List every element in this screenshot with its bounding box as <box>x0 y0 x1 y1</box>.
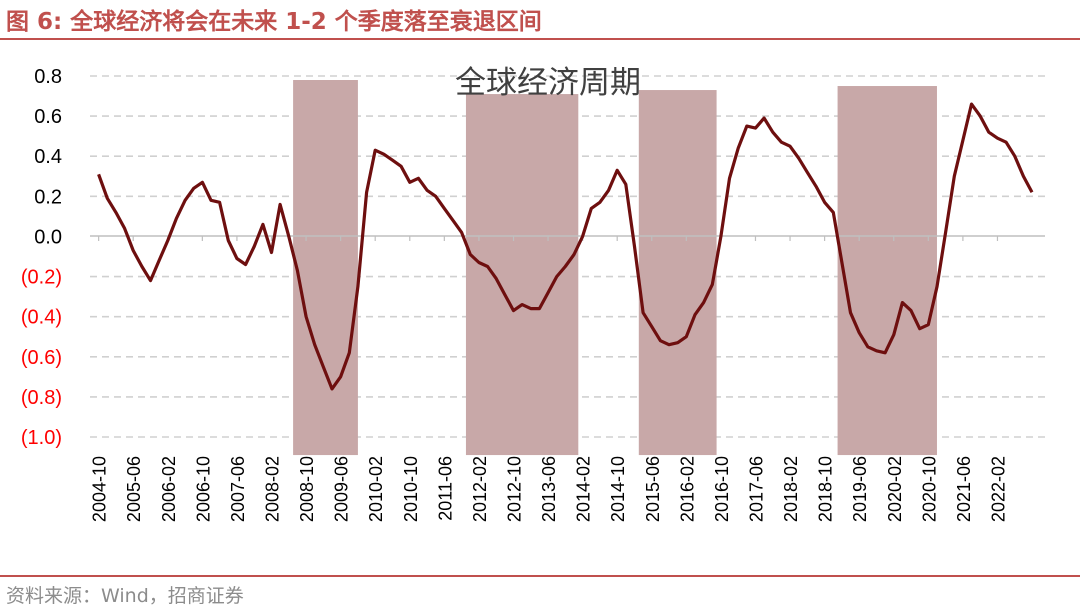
recession-band-1 <box>293 80 358 456</box>
bottom-divider <box>0 575 1080 577</box>
x-tick-label-18: 2016-10 <box>712 456 732 522</box>
x-tick-label-19: 2017-06 <box>746 456 766 522</box>
x-tick-label-25: 2021-06 <box>954 456 974 522</box>
x-tick-label-16: 2015-06 <box>643 456 663 522</box>
y-tick-label-9: (1.0) <box>21 427 62 449</box>
y-axis-ticks: 0.8 0.6 0.4 0.2 0.0 (0.2) (0.4) (0.6) (0.8) (1.0) <box>21 66 62 449</box>
y-tick-label-8: (0.8) <box>21 387 62 409</box>
x-tick-label-20: 2018-02 <box>781 456 801 522</box>
x-tick-label-3: 2006-10 <box>193 456 213 522</box>
recession-bands <box>293 80 937 456</box>
x-tick-label-2: 2006-02 <box>159 456 179 522</box>
x-tick-label-26: 2022-02 <box>988 456 1008 522</box>
x-tick-label-14: 2014-02 <box>574 456 594 522</box>
x-tick-label-4: 2007-06 <box>228 456 248 522</box>
x-tick-label-23: 2020-02 <box>885 456 905 522</box>
x-tick-label-24: 2020-10 <box>919 456 939 522</box>
x-tick-label-8: 2010-02 <box>366 456 386 522</box>
y-tick-label-3: 0.2 <box>34 186 62 208</box>
y-tick-label-1: 0.6 <box>34 106 62 128</box>
recession-band-2 <box>465 94 579 456</box>
source-note: 资料来源：Wind，招商证券 <box>6 585 244 607</box>
x-tick-label-22: 2019-06 <box>850 456 870 522</box>
x-tick-label-11: 2012-02 <box>470 456 490 522</box>
x-axis-ticks: 2004-10 2005-06 2006-02 2006-10 2007-06 2008-… <box>90 236 1008 522</box>
x-tick-label-7: 2009-06 <box>332 456 352 522</box>
chart-area: 2004-10 2005-06 2006-02 2006-10 2007-06 2008-… <box>21 65 1045 522</box>
recession-band-4 <box>837 86 937 456</box>
x-tick-label-13: 2013-06 <box>539 456 559 522</box>
x-tick-label-10: 2011-06 <box>435 456 455 521</box>
y-tick-label-2: 0.4 <box>34 146 62 168</box>
y-tick-label-5: (0.2) <box>21 267 62 289</box>
x-tick-label-12: 2012-10 <box>504 456 524 522</box>
y-tick-label-4: 0.0 <box>34 226 62 248</box>
x-tick-label-1: 2005-06 <box>124 456 144 522</box>
x-tick-label-21: 2018-10 <box>816 456 836 522</box>
x-tick-label-5: 2008-02 <box>262 456 282 522</box>
x-tick-label-6: 2008-10 <box>297 456 317 522</box>
x-tick-label-0: 2004-10 <box>90 456 110 522</box>
y-tick-label-0: 0.8 <box>34 66 62 88</box>
top-divider <box>0 38 1080 40</box>
y-tick-label-7: (0.6) <box>21 347 62 369</box>
recession-band-3 <box>638 90 717 456</box>
x-tick-label-15: 2014-10 <box>608 456 628 522</box>
x-tick-label-9: 2010-10 <box>401 456 421 522</box>
x-tick-label-17: 2016-02 <box>677 456 697 522</box>
chart-title: 全球经济周期 <box>455 65 641 101</box>
y-tick-label-6: (0.4) <box>21 307 62 329</box>
global-cycle-line <box>97 102 1034 391</box>
figure-title: 图 6: 全球经济将会在未来 1-2 个季度落至衰退区间 <box>6 9 542 35</box>
